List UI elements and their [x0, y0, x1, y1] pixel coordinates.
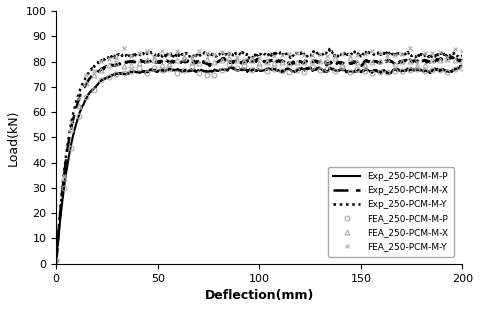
Line: FEA_250-PCM-M-P: FEA_250-PCM-M-P [54, 62, 465, 263]
Exp_250-PCM-M-X [447, 55, 453, 58]
Line: Exp_250-PCM-M-Y: Exp_250-PCM-M-Y [56, 49, 463, 264]
FEA_250-PCM-M-Y [159, 49, 165, 53]
FEA_250-PCM-M-X [53, 257, 59, 261]
Exp_250-PCM-M-Y [326, 47, 332, 51]
Exp_250-PCM-M-Y [333, 53, 338, 57]
FEA_250-PCM-M-Y [460, 49, 466, 53]
FEA_250-PCM-M-Y [121, 46, 127, 50]
FEA_250-PCM-M-Y [452, 47, 458, 50]
Exp_250-PCM-M-X [232, 59, 238, 63]
Exp_250-PCM-M-Y [371, 53, 376, 56]
Line: FEA_250-PCM-M-X: FEA_250-PCM-M-X [54, 55, 465, 262]
Exp_250-PCM-M-P [53, 262, 59, 265]
Exp_250-PCM-M-X [217, 58, 223, 62]
Exp_250-PCM-M-X [460, 59, 466, 63]
Exp_250-PCM-M-P [377, 70, 383, 73]
Exp_250-PCM-M-P [370, 69, 376, 73]
FEA_250-PCM-M-P [460, 66, 466, 70]
FEA_250-PCM-M-X [98, 68, 104, 72]
FEA_250-PCM-M-P [227, 62, 232, 66]
Line: Exp_250-PCM-M-X: Exp_250-PCM-M-X [56, 57, 463, 264]
Exp_250-PCM-M-P [332, 69, 338, 72]
FEA_250-PCM-M-X [129, 63, 134, 66]
FEA_250-PCM-M-Y [422, 51, 428, 54]
Exp_250-PCM-M-Y [232, 52, 238, 56]
Exp_250-PCM-M-X [95, 70, 101, 74]
Exp_250-PCM-M-P [217, 67, 223, 71]
Exp_250-PCM-M-Y [217, 52, 223, 55]
Exp_250-PCM-M-X [370, 61, 376, 65]
FEA_250-PCM-M-P [98, 78, 104, 82]
Exp_250-PCM-M-X [332, 60, 338, 63]
Exp_250-PCM-M-P [232, 68, 238, 72]
FEA_250-PCM-M-Y [53, 261, 59, 265]
FEA_250-PCM-M-P [129, 69, 134, 73]
FEA_250-PCM-M-X [422, 63, 428, 66]
FEA_250-PCM-M-P [452, 67, 458, 70]
Exp_250-PCM-M-Y [378, 52, 384, 56]
Exp_250-PCM-M-X [53, 262, 59, 266]
FEA_250-PCM-M-P [204, 74, 210, 77]
Legend: Exp_250-PCM-M-P, Exp_250-PCM-M-X, Exp_250-PCM-M-Y, FEA_250-PCM-M-P, FEA_250-PCM-: Exp_250-PCM-M-P, Exp_250-PCM-M-X, Exp_25… [328, 167, 454, 257]
X-axis label: Deflection(mm): Deflection(mm) [204, 289, 314, 302]
Exp_250-PCM-M-Y [95, 61, 101, 64]
Exp_250-PCM-M-X [377, 60, 383, 63]
FEA_250-PCM-M-P [151, 66, 157, 70]
FEA_250-PCM-M-X [181, 56, 187, 59]
FEA_250-PCM-M-X [452, 58, 458, 62]
Line: Exp_250-PCM-M-P: Exp_250-PCM-M-P [56, 65, 463, 264]
Line: FEA_250-PCM-M-Y: FEA_250-PCM-M-Y [54, 46, 465, 265]
FEA_250-PCM-M-Y [136, 51, 142, 55]
Exp_250-PCM-M-Y [460, 54, 466, 57]
Exp_250-PCM-M-Y [53, 262, 59, 266]
Exp_250-PCM-M-P [460, 63, 466, 67]
FEA_250-PCM-M-Y [98, 60, 104, 63]
FEA_250-PCM-M-X [211, 61, 217, 64]
FEA_250-PCM-M-Y [211, 52, 217, 55]
FEA_250-PCM-M-X [151, 58, 157, 62]
Exp_250-PCM-M-P [95, 82, 101, 86]
FEA_250-PCM-M-P [422, 69, 428, 73]
Y-axis label: Load(kN): Load(kN) [7, 109, 20, 166]
FEA_250-PCM-M-P [53, 259, 59, 262]
FEA_250-PCM-M-X [460, 59, 466, 62]
